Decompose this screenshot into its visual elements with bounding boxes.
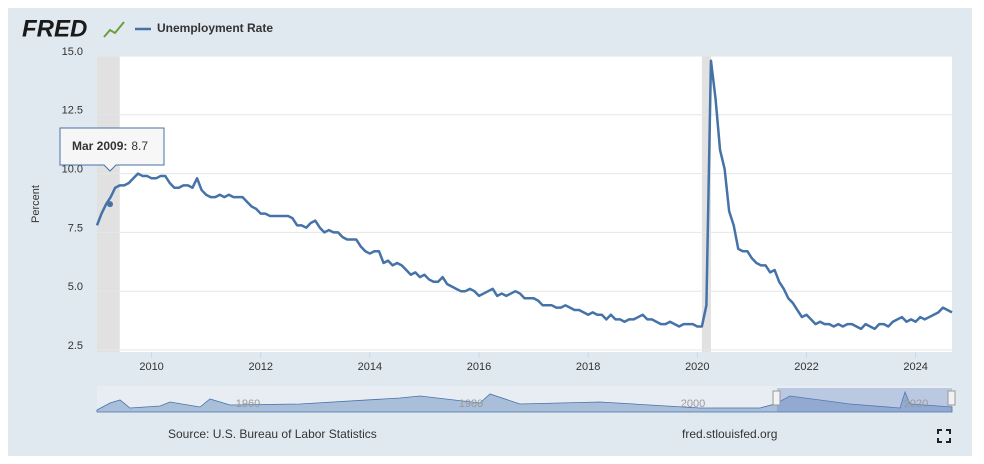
y-tick-label: 12.5: [62, 105, 83, 117]
navigator-series: [96, 390, 953, 413]
y-tick-label: 10.0: [62, 164, 83, 176]
y-tick-label: 5.0: [68, 281, 83, 293]
logo-icon: [103, 21, 125, 38]
navigator-label: 1960: [236, 398, 260, 410]
tooltip: Mar 2009: 8.7: [59, 127, 165, 172]
tooltip-date: Mar 2009:: [72, 139, 127, 153]
x-tick-label: 2022: [794, 361, 818, 373]
y-axis-label: Percent: [30, 185, 42, 223]
source: Source: U.S. Bureau of Labor Statistics: [168, 427, 377, 441]
tooltip-text: Mar 2009: 8.7: [72, 139, 148, 153]
navigator-selection[interactable]: [777, 388, 952, 412]
x-tick-label: 2018: [576, 361, 600, 373]
logo: FRED: [22, 15, 87, 42]
x-tick-label: 2020: [685, 361, 709, 373]
x-tick-label: 2024: [903, 361, 927, 373]
hover-point: [107, 201, 113, 208]
x-tick-label: 2014: [358, 361, 382, 373]
navigator-handle[interactable]: [772, 390, 781, 406]
site-link[interactable]: fred.stlouisfed.org: [682, 427, 777, 441]
legend-label: Unemployment Rate: [157, 21, 273, 35]
x-tick-label: 2016: [467, 361, 491, 373]
y-tick-label: 15.0: [62, 46, 83, 58]
tooltip-box: [59, 127, 165, 172]
navigator-label: 2020: [904, 398, 928, 410]
y-tick-label: 7.5: [68, 222, 83, 234]
x-tick-label: 2012: [248, 361, 272, 373]
series-line: [95, 59, 953, 331]
navigator-label: 2000: [681, 398, 705, 410]
navigator-handle[interactable]: [947, 390, 956, 406]
y-tick-label: 2.5: [68, 340, 83, 352]
navigator-label: 1980: [459, 398, 483, 410]
recession-band: [701, 56, 711, 352]
plot-area: [97, 56, 952, 352]
fullscreen-icon[interactable]: [937, 429, 951, 443]
x-tick-label: 2010: [139, 361, 163, 373]
tooltip-value: 8.7: [131, 139, 148, 153]
